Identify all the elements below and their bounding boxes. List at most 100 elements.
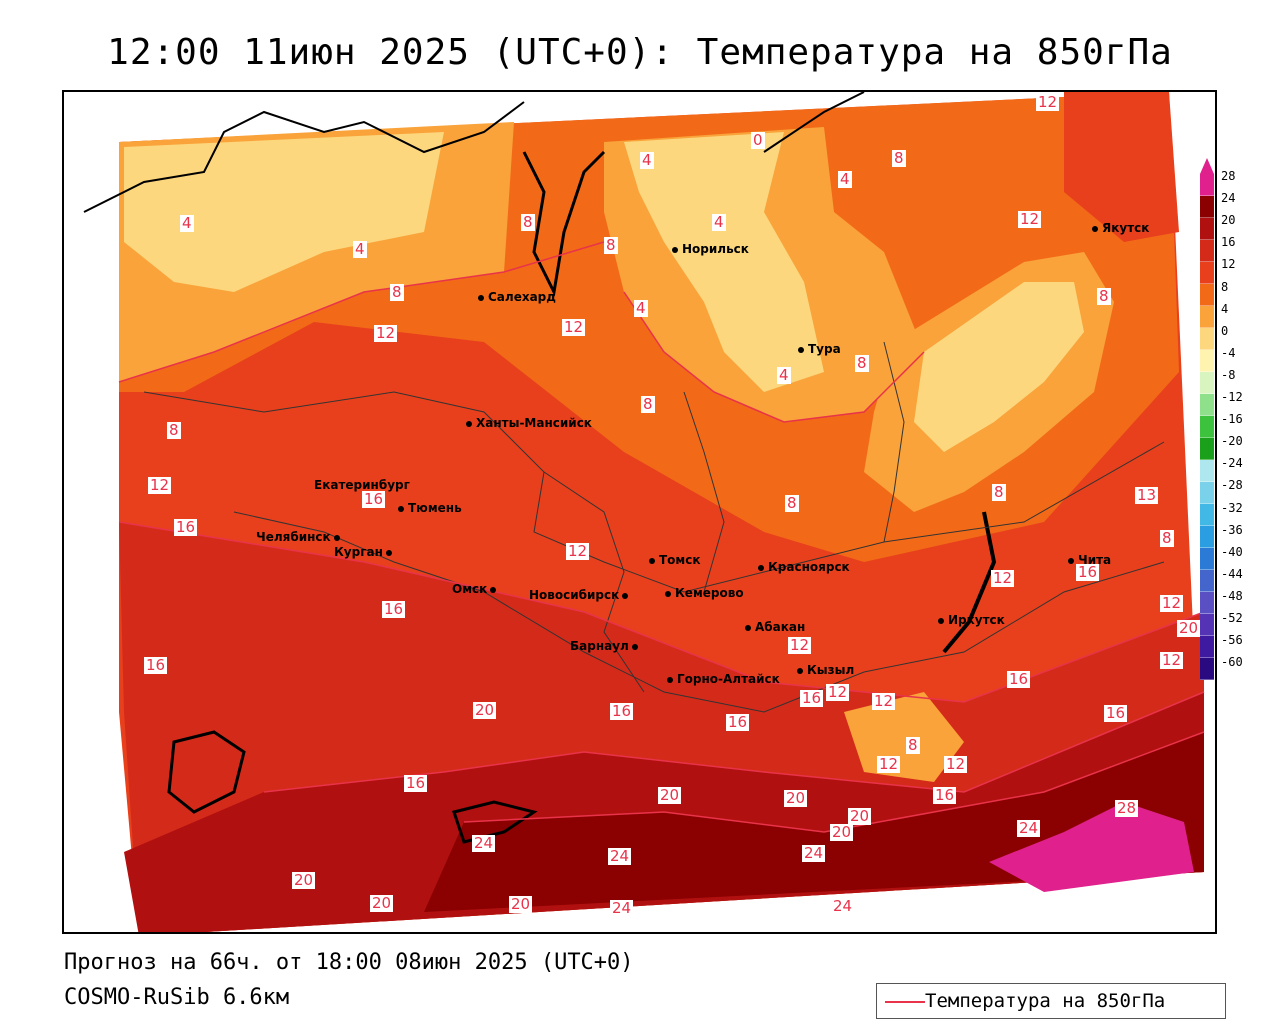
city-tura: Тура bbox=[798, 342, 841, 356]
contour-label: 4 bbox=[180, 214, 194, 232]
city-kemerovo: Кемерово bbox=[665, 586, 744, 600]
color-scale-tick: 8 bbox=[1221, 279, 1229, 294]
contour-label: 20 bbox=[848, 807, 872, 825]
contour-label: 16 bbox=[726, 713, 750, 731]
city-yakutsk: Якутск bbox=[1092, 221, 1149, 235]
color-scale-arrow bbox=[1200, 158, 1214, 174]
contour-label: 12 bbox=[148, 476, 172, 494]
contour-label: 16 bbox=[404, 774, 428, 792]
map-area[interactable] bbox=[62, 90, 1217, 934]
city-dot bbox=[333, 534, 340, 541]
color-scale-segment bbox=[1200, 174, 1214, 196]
contour-label: 20 bbox=[509, 895, 533, 913]
city-tyumen: Тюмень bbox=[398, 501, 462, 515]
contour-label: 12 bbox=[991, 569, 1015, 587]
city-dot bbox=[665, 590, 671, 597]
contour-label: 8 bbox=[1160, 529, 1174, 547]
color-scale-tick: -48 bbox=[1221, 588, 1243, 603]
color-scale-segment bbox=[1200, 592, 1214, 614]
city-dot bbox=[466, 420, 472, 427]
city-dot bbox=[385, 549, 392, 556]
contour-label: 4 bbox=[353, 240, 367, 258]
color-scale-segment bbox=[1200, 416, 1214, 438]
city-dot bbox=[798, 346, 804, 353]
contour-label: 8 bbox=[855, 354, 869, 372]
color-scale-segment bbox=[1200, 306, 1214, 328]
contour-label: 8 bbox=[641, 395, 655, 413]
color-scale-segment bbox=[1200, 196, 1214, 218]
color-scale-tick: -20 bbox=[1221, 434, 1243, 449]
contour-label: 0 bbox=[751, 131, 765, 149]
city-kyzyl: Кызыл bbox=[797, 663, 854, 677]
city-dot bbox=[490, 586, 497, 593]
city-dot bbox=[1092, 225, 1098, 232]
contour-label: 20 bbox=[473, 701, 497, 719]
contour-label: 16 bbox=[1076, 563, 1100, 581]
contour-label: 20 bbox=[784, 789, 808, 807]
city-barnaul: Барнаул bbox=[570, 639, 642, 653]
color-scale-segment bbox=[1200, 262, 1214, 284]
color-scale-tick: -12 bbox=[1221, 390, 1243, 404]
model-name: COSMO-RuSib 6.6км bbox=[64, 985, 290, 1010]
contour-label: 12 bbox=[826, 683, 850, 701]
color-scale-tick: -44 bbox=[1221, 566, 1243, 581]
city-chelyabinsk: Челябинск bbox=[256, 530, 344, 544]
contour-label: 12 bbox=[877, 755, 901, 773]
city-dot bbox=[398, 505, 404, 512]
contour-label: 24 bbox=[608, 847, 632, 865]
color-scale-segment bbox=[1200, 570, 1214, 592]
contour-label: 8 bbox=[1097, 287, 1111, 305]
contour-label: 24 bbox=[472, 834, 496, 852]
contour-label: 4 bbox=[777, 366, 791, 384]
contour-label: 16 bbox=[610, 702, 634, 720]
contour-label: 16 bbox=[362, 490, 386, 508]
city-dot bbox=[622, 592, 629, 599]
contour-label: 20 bbox=[292, 871, 316, 889]
contour-label: 12 bbox=[944, 755, 968, 773]
color-scale-tick: 12 bbox=[1221, 257, 1236, 272]
temperature-field bbox=[64, 92, 1215, 932]
contour-label: 24 bbox=[831, 897, 855, 915]
city-novosibirsk: Новосибирск bbox=[529, 588, 632, 602]
color-scale-segment bbox=[1200, 636, 1214, 658]
contour-label: 24 bbox=[802, 844, 826, 862]
city-dot bbox=[745, 624, 751, 631]
color-scale-tick: -60 bbox=[1221, 655, 1243, 670]
contour-label: 8 bbox=[390, 283, 404, 301]
color-scale-tick: -24 bbox=[1221, 456, 1243, 471]
legend: Температура на 850гПа bbox=[876, 983, 1226, 1019]
contour-label: 16 bbox=[144, 656, 168, 674]
contour-label: 8 bbox=[785, 494, 799, 512]
color-scale-tick: -4 bbox=[1221, 345, 1236, 360]
contour-label: 12 bbox=[1160, 651, 1184, 669]
color-scale-tick: -16 bbox=[1221, 412, 1243, 427]
city-chita: Чита bbox=[1068, 553, 1111, 567]
color-scale-segment bbox=[1200, 372, 1214, 394]
contour-label: 8 bbox=[604, 236, 618, 254]
color-scale-tick: -32 bbox=[1221, 500, 1243, 515]
color-scale-segment bbox=[1200, 350, 1214, 372]
contour-label: 24 bbox=[1017, 819, 1041, 837]
color-scale-tick: 0 bbox=[1221, 323, 1229, 338]
color-scale-segment bbox=[1200, 218, 1214, 240]
contour-label: 16 bbox=[800, 689, 824, 707]
contour-label: 12 bbox=[1160, 594, 1184, 612]
contour-label: 4 bbox=[640, 151, 654, 169]
color-scale-tick: -28 bbox=[1221, 478, 1243, 493]
contour-label: 12 bbox=[374, 324, 398, 342]
contour-label: 16 bbox=[933, 786, 957, 804]
city-salekhard: Салехард bbox=[478, 290, 556, 304]
contour-label: 8 bbox=[167, 421, 181, 439]
color-scale-segment bbox=[1200, 482, 1214, 504]
contour-label: 20 bbox=[1177, 619, 1201, 637]
city-gorno-altaysk: Горно-Алтайск bbox=[667, 672, 780, 686]
contour-label: 20 bbox=[658, 786, 682, 804]
contour-label: 12 bbox=[872, 692, 896, 710]
color-scale-segment bbox=[1200, 614, 1214, 636]
city-dot bbox=[938, 617, 944, 624]
city-dot bbox=[797, 667, 803, 674]
city-krasnoyarsk: Красноярск bbox=[758, 560, 850, 574]
contour-label: 4 bbox=[712, 213, 726, 231]
contour-label: 28 bbox=[1115, 799, 1139, 817]
contour-label: 16 bbox=[1104, 704, 1128, 722]
